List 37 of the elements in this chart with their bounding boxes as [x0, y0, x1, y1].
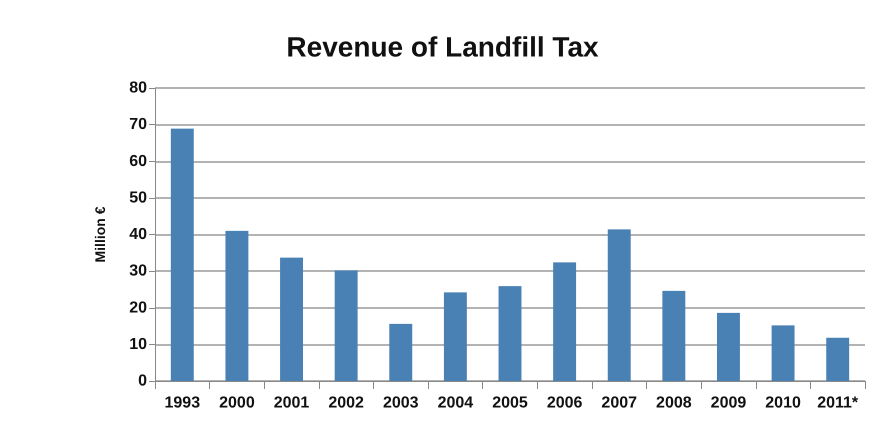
bar	[826, 338, 850, 381]
x-tick-label: 2011*	[817, 394, 859, 412]
bar	[716, 312, 740, 381]
x-tick-label: 2006	[546, 394, 583, 412]
x-tick-label: 2000	[219, 394, 255, 412]
x-tick-label: 1993	[164, 394, 200, 412]
y-tick-label: 60	[129, 152, 148, 170]
y-tick-label: 10	[129, 336, 148, 353]
y-tick-label: 70	[129, 116, 148, 134]
y-tick-label: 50	[129, 189, 148, 206]
y-tick-label: 20	[129, 299, 148, 316]
y-tick-label: 40	[129, 226, 148, 243]
y-tick-label: 80	[129, 80, 148, 96]
bar	[444, 292, 467, 381]
bar	[280, 258, 304, 381]
bar	[498, 286, 522, 381]
y-tick-label: 0	[138, 372, 148, 390]
x-tick-label: 2003	[382, 394, 419, 412]
bar	[553, 262, 576, 381]
bar	[772, 325, 795, 381]
bar	[608, 229, 631, 381]
x-tick-label: 2005	[492, 394, 528, 412]
bar	[334, 270, 358, 381]
bar	[389, 324, 412, 381]
x-tick-label: 2008	[656, 394, 692, 412]
y-tick-label: 30	[129, 262, 148, 280]
y-axis-title: Million €	[92, 206, 108, 262]
x-tick-label: 2007	[601, 394, 638, 412]
chart-title: Revenue of Landfill Tax	[286, 32, 600, 62]
bar	[225, 230, 248, 381]
x-tick-label: 2002	[328, 394, 364, 412]
bar	[170, 128, 194, 381]
x-tick-label: 2010	[765, 394, 801, 412]
x-tick-label: 2009	[710, 394, 746, 412]
bar	[662, 290, 686, 381]
x-tick-label: 2001	[274, 394, 310, 412]
x-tick-label: 2004	[438, 394, 474, 412]
